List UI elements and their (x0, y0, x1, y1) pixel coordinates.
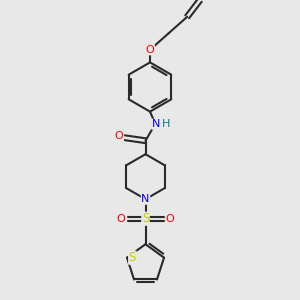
Text: N: N (152, 119, 160, 129)
Text: O: O (115, 131, 124, 141)
Text: S: S (129, 251, 136, 264)
Text: O: O (146, 45, 154, 55)
Text: O: O (116, 214, 125, 224)
Text: O: O (166, 214, 175, 224)
Text: H: H (161, 119, 170, 129)
Text: N: N (141, 194, 150, 204)
Text: S: S (142, 212, 149, 225)
